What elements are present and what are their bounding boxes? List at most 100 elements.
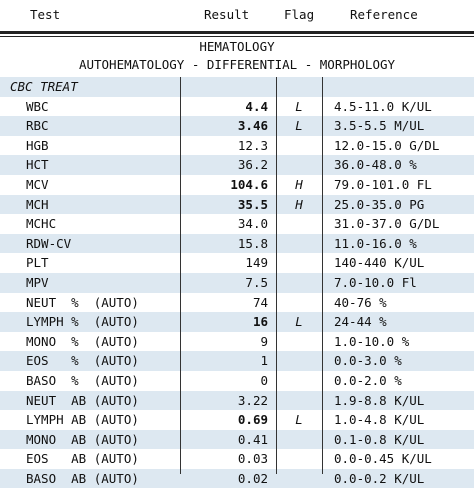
- section-title-line1: HEMATOLOGY: [199, 39, 275, 54]
- result-value: 0: [260, 372, 268, 388]
- test-name: NEUT % (AUTO): [26, 294, 139, 310]
- result-value: 74: [252, 294, 268, 310]
- result-value: 35.5: [237, 196, 268, 212]
- reference-range: 0.0-3.0 %: [334, 353, 402, 369]
- column-divider: [276, 77, 277, 474]
- result-value: 7.5: [245, 274, 268, 290]
- header-divider-thin: [0, 36, 474, 37]
- table-row: WBC 4.4 L 4.5-11.0 K/UL: [0, 97, 474, 117]
- test-name: RBC: [26, 118, 49, 134]
- result-value: 12.3: [237, 137, 268, 153]
- header-result: Result: [204, 7, 250, 22]
- table-row: RDW-CV 15.8 11.0-16.0 %: [0, 233, 474, 254]
- results-table: CBC TREAT WBC 4.4 L 4.5-11.0 K/UL RBC 3.46 L 3.…: [0, 77, 474, 488]
- header-test: Test: [30, 7, 61, 22]
- reference-range: 36.0-48.0 %: [334, 157, 417, 173]
- test-name: EOS % (AUTO): [26, 353, 139, 369]
- reference-range: 0.1-0.8 K/UL: [334, 431, 425, 447]
- subheader-row: CBC TREAT: [0, 77, 474, 97]
- reference-range: 25.0-35.0 PG: [334, 196, 425, 212]
- test-name: LYMPH AB (AUTO): [26, 412, 139, 428]
- result-value: 0.03: [237, 451, 268, 467]
- table-row: EOS AB (AUTO) 0.03 0.0-0.45 K/UL: [0, 449, 474, 469]
- column-divider: [322, 77, 323, 474]
- flag-value: H: [295, 196, 303, 212]
- reference-range: 24-44 %: [334, 314, 387, 330]
- table-row: MONO AB (AUTO) 0.41 0.1-0.8 K/UL: [0, 429, 474, 450]
- reference-range: 40-76 %: [334, 294, 387, 310]
- result-value: 149: [245, 255, 268, 271]
- result-value: 9: [260, 333, 268, 349]
- column-divider: [180, 77, 181, 474]
- reference-range: 0.0-2.0 %: [334, 372, 402, 388]
- flag-value: L: [295, 314, 303, 330]
- table-row: RBC 3.46 L 3.5-5.5 M/UL: [0, 116, 474, 136]
- reference-range: 0.0-0.2 K/UL: [334, 470, 425, 486]
- reference-range: 140-440 K/UL: [334, 255, 425, 271]
- result-value: 104.6: [230, 176, 268, 192]
- result-value: 3.22: [237, 392, 268, 408]
- test-name: LYMPH % (AUTO): [26, 314, 139, 330]
- table-row: MPV 7.5 7.0-10.0 Fl: [0, 272, 474, 293]
- result-value: 34.0: [237, 216, 268, 232]
- table-row: HCT 36.2 36.0-48.0 %: [0, 155, 474, 175]
- table-row: PLT 149 140-440 K/UL: [0, 253, 474, 273]
- table-row: MCHC 34.0 31.0-37.0 G/DL: [0, 214, 474, 234]
- flag-value: H: [295, 176, 303, 192]
- header-divider-thick: [0, 31, 474, 34]
- reference-range: 1.0-4.8 K/UL: [334, 412, 425, 428]
- reference-range: 79.0-101.0 FL: [334, 176, 432, 192]
- result-value: 4.4: [245, 98, 268, 114]
- table-row: BASO % (AUTO) 0 0.0-2.0 %: [0, 371, 474, 391]
- result-value: 15.8: [237, 235, 268, 251]
- test-name: PLT: [26, 255, 49, 271]
- reference-range: 1.0-10.0 %: [334, 333, 410, 349]
- section-title: HEMATOLOGY AUTOHEMATOLOGY - DIFFERENTIAL…: [0, 38, 474, 76]
- table-row: MCH 35.5 H 25.0-35.0 PG: [0, 194, 474, 215]
- header-flag: Flag: [284, 7, 315, 22]
- reference-range: 7.0-10.0 Fl: [334, 274, 417, 290]
- table-row: MONO % (AUTO) 9 1.0-10.0 %: [0, 332, 474, 352]
- test-name: HGB: [26, 137, 49, 153]
- test-name: MCH: [26, 196, 49, 212]
- reference-range: 4.5-11.0 K/UL: [334, 98, 432, 114]
- test-name: MCHC: [26, 216, 57, 232]
- test-name: MONO % (AUTO): [26, 333, 139, 349]
- test-name: MCV: [26, 176, 49, 192]
- table-row: EOS % (AUTO) 1 0.0-3.0 %: [0, 351, 474, 371]
- test-name: HCT: [26, 157, 49, 173]
- result-value: 0.02: [237, 470, 268, 486]
- test-name: BASO % (AUTO): [26, 372, 139, 388]
- result-value: 0.69: [237, 412, 268, 428]
- subheader-label: CBC TREAT: [10, 79, 78, 94]
- reference-range: 31.0-37.0 G/DL: [334, 216, 440, 232]
- reference-range: 12.0-15.0 G/DL: [334, 137, 440, 153]
- flag-value: L: [295, 118, 303, 134]
- test-name: WBC: [26, 98, 49, 114]
- test-name: NEUT AB (AUTO): [26, 392, 139, 408]
- test-name: RDW-CV: [26, 235, 72, 251]
- flag-value: L: [295, 98, 303, 114]
- section-title-line2: AUTOHEMATOLOGY - DIFFERENTIAL - MORPHOLO…: [78, 57, 396, 72]
- result-value: 16: [252, 314, 268, 330]
- test-name: BASO AB (AUTO): [26, 470, 139, 486]
- header-reference: Reference: [350, 7, 418, 22]
- test-name: MPV: [26, 274, 49, 290]
- table-row: NEUT % (AUTO) 74 40-76 %: [0, 293, 474, 313]
- reference-range: 3.5-5.5 M/UL: [334, 118, 425, 134]
- table-row: LYMPH % (AUTO) 16 L 24-44 %: [0, 312, 474, 332]
- column-header: Test Result Flag Reference: [0, 0, 474, 30]
- table-row: MCV 104.6 H 79.0-101.0 FL: [0, 175, 474, 195]
- test-name: EOS AB (AUTO): [26, 451, 139, 467]
- result-value: 1: [260, 353, 268, 369]
- table-row: HGB 12.3 12.0-15.0 G/DL: [0, 136, 474, 156]
- table-row: BASO AB (AUTO) 0.02 0.0-0.2 K/UL: [0, 468, 474, 488]
- result-value: 3.46: [237, 118, 268, 134]
- reference-range: 1.9-8.8 K/UL: [334, 392, 425, 408]
- test-name: MONO AB (AUTO): [26, 431, 139, 447]
- result-value: 36.2: [237, 157, 268, 173]
- reference-range: 11.0-16.0 %: [334, 235, 417, 251]
- flag-value: L: [295, 412, 303, 428]
- result-value: 0.41: [237, 431, 268, 447]
